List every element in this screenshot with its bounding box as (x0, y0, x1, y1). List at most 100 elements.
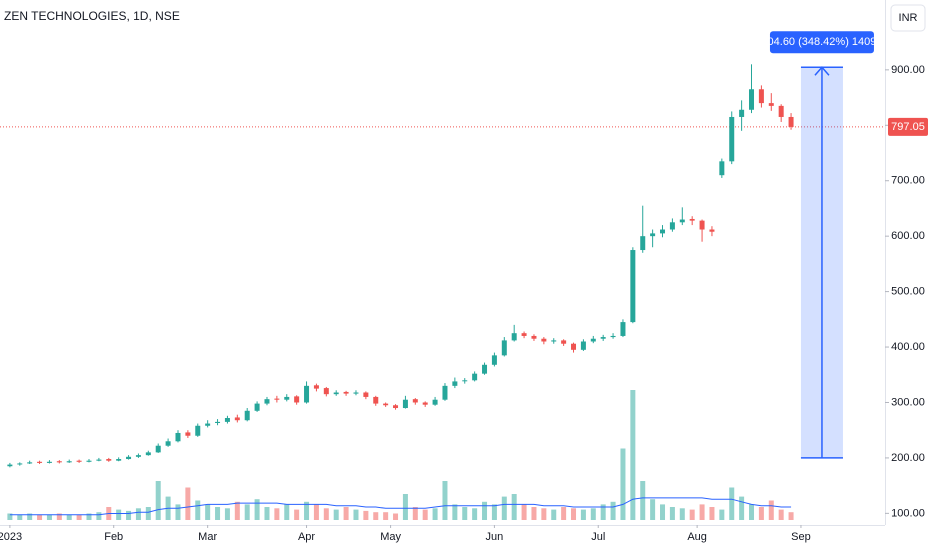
candle-body (442, 385, 448, 400)
candle-body (37, 461, 43, 463)
volume-bar (749, 504, 755, 520)
candle-body (165, 441, 171, 446)
chart-title: ZEN TECHNOLOGIES, 1D, NSE (4, 9, 180, 23)
candle-body (650, 233, 656, 237)
candle-body (561, 340, 567, 344)
volume-bar (699, 504, 705, 520)
candle-body (185, 432, 191, 436)
candle-body (630, 250, 636, 323)
volume-bar (422, 509, 428, 520)
candle-body (501, 340, 507, 356)
y-tick-label: 300.00 (891, 396, 925, 408)
x-tick-label: Feb (104, 531, 123, 543)
volume-bar (669, 507, 675, 520)
x-tick-label: Jul (591, 531, 605, 543)
candle-body (294, 396, 300, 403)
volume-bar (27, 513, 33, 520)
volume-bar (739, 496, 745, 520)
volume-bar (521, 504, 527, 520)
volume-bar (116, 509, 122, 520)
x-tick-label: Apr (298, 531, 315, 543)
volume-bar (135, 508, 141, 520)
volume-bar (412, 507, 418, 520)
candle-body (640, 236, 646, 251)
y-tick-label: 400.00 (891, 341, 925, 353)
candle-body (27, 462, 33, 464)
candle-body (195, 425, 201, 436)
volume-bar (383, 512, 389, 520)
volume-bar (650, 499, 656, 520)
candle-body (56, 461, 62, 463)
candle-body (343, 391, 349, 394)
volume-bar (402, 494, 408, 520)
volume-bar (462, 507, 468, 520)
volume-bar (719, 509, 725, 520)
candle-body (462, 380, 468, 382)
volume-bar (304, 501, 310, 520)
volume-bar (76, 514, 82, 520)
volume-bar (7, 513, 13, 520)
candle-body (669, 222, 675, 230)
volume-bar (511, 494, 517, 520)
y-tick-label: 600.00 (891, 230, 925, 242)
candle-body (363, 392, 369, 397)
volume-bar (788, 512, 794, 520)
x-tick-label: Mar (198, 531, 217, 543)
volume-bar (580, 509, 586, 520)
volume-bar (323, 508, 329, 520)
x-tick-label: May (380, 531, 401, 543)
candle-body (116, 459, 122, 461)
candle-body (274, 398, 280, 400)
x-tick-label: 2023 (0, 531, 22, 543)
y-tick-label: 700.00 (891, 175, 925, 187)
volume-bar (333, 509, 339, 520)
volume-bar (313, 504, 319, 520)
candle-body (482, 364, 488, 374)
volume-bar (630, 390, 636, 520)
volume-bar (491, 504, 497, 520)
volume-bar (778, 509, 784, 520)
volume-bar (571, 508, 577, 520)
volume-bar (175, 504, 181, 520)
candle-body (580, 341, 586, 350)
candle-body (106, 459, 112, 461)
volume-bar (501, 496, 507, 520)
candle-body (660, 229, 666, 234)
volume-bar (234, 501, 240, 520)
candle-body (402, 399, 408, 409)
candle-body (155, 445, 161, 453)
candle-body (353, 392, 359, 394)
volume-bar (185, 487, 191, 520)
measure-label-box (769, 31, 874, 54)
volume-bar (244, 504, 250, 520)
x-tick-label: Sep (791, 531, 811, 543)
candle-body (531, 335, 537, 339)
candle-body (284, 396, 290, 400)
volume-bar (264, 507, 270, 520)
last-price-label: 797.05 (891, 121, 925, 133)
volume-bar (452, 504, 458, 520)
candle-body (758, 89, 764, 104)
volume-bar (274, 508, 280, 520)
volume-bar (37, 514, 43, 520)
candle-body (17, 463, 23, 465)
candle-body (333, 392, 339, 395)
currency-label[interactable]: INR (899, 12, 918, 24)
candle-body (96, 459, 102, 461)
volume-bar (610, 501, 616, 520)
volume-bar (96, 512, 102, 520)
candle-body (383, 403, 389, 406)
volume-bar (432, 508, 438, 520)
candle-body (46, 461, 52, 463)
volume-bar (155, 481, 161, 520)
volume-bar (56, 513, 62, 520)
currency-button[interactable] (890, 4, 926, 32)
candle-body (511, 333, 517, 341)
candle-body (205, 423, 211, 426)
candle-body (541, 338, 547, 342)
candle-body (224, 418, 230, 422)
volume-bar (17, 514, 23, 520)
candle-body (551, 340, 557, 342)
candle-body (264, 399, 270, 404)
volume-bar (46, 514, 52, 520)
